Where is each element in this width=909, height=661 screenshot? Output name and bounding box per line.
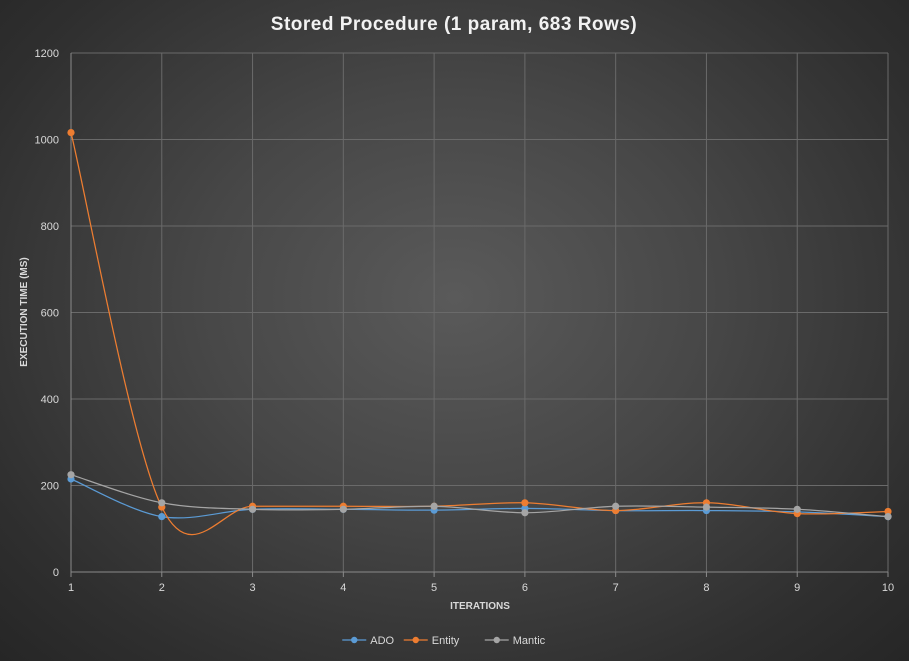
data-point xyxy=(612,502,620,510)
data-point xyxy=(158,513,166,521)
series-line xyxy=(70,478,889,519)
x-tick-label: 8 xyxy=(703,582,709,594)
x-axis-label: ITERATIONS xyxy=(450,601,510,612)
series-line xyxy=(70,132,889,536)
data-point xyxy=(430,502,438,510)
y-axis-ticks: 0 200 400 600 800 1000 1200 xyxy=(35,48,59,579)
legend-swatch-marker xyxy=(351,636,358,644)
x-tick-label: 5 xyxy=(431,582,437,594)
x-tick-label: 4 xyxy=(340,582,346,594)
x-tick-label: 6 xyxy=(522,582,528,594)
data-point xyxy=(793,505,801,513)
y-tick-label: 400 xyxy=(41,394,59,406)
axes xyxy=(70,53,889,577)
x-tick-label: 10 xyxy=(882,582,894,594)
data-point xyxy=(521,509,529,517)
y-tick-label: 600 xyxy=(41,308,59,320)
y-tick-label: 200 xyxy=(41,481,59,493)
legend-item-entity: Entity xyxy=(403,635,460,647)
legend-item-mantic: Mantic xyxy=(484,635,546,647)
legend-label: ADO xyxy=(370,635,394,647)
data-point xyxy=(702,503,711,511)
data-point xyxy=(248,505,257,513)
data-point xyxy=(67,128,75,137)
x-tick-label: 3 xyxy=(249,582,255,594)
legend-item-ado: ADO xyxy=(342,635,395,647)
y-tick-label: 0 xyxy=(53,567,59,579)
x-axis-ticks: 1 2 3 4 5 6 7 8 9 10 xyxy=(68,582,894,594)
data-point xyxy=(67,471,75,479)
data-point xyxy=(884,513,892,521)
series-lines xyxy=(67,128,892,536)
x-tick-label: 1 xyxy=(68,582,74,594)
y-tick-label: 800 xyxy=(41,221,59,233)
x-tick-label: 2 xyxy=(159,582,165,594)
legend-label: Mantic xyxy=(513,635,546,647)
legend-label: Entity xyxy=(432,635,460,647)
series-line xyxy=(70,474,889,518)
data-point xyxy=(884,507,892,516)
y-axis-label: EXECUTION TIME (MS) xyxy=(19,257,30,366)
y-tick-label: 1000 xyxy=(35,135,59,147)
series-ado xyxy=(67,475,892,521)
legend-swatch-marker xyxy=(493,636,500,644)
y-tick-label: 1200 xyxy=(35,48,59,60)
x-tick-label: 9 xyxy=(794,582,800,594)
data-point xyxy=(339,505,347,513)
data-point xyxy=(521,499,529,507)
x-tick-label: 7 xyxy=(613,582,619,594)
legend-swatch-marker xyxy=(412,636,419,644)
legend: ADO Entity Mantic xyxy=(342,635,546,647)
gridlines xyxy=(70,52,889,572)
series-mantic xyxy=(67,471,892,521)
series-entity xyxy=(67,128,892,536)
chart-title: Stored Procedure (1 param, 683 Rows) xyxy=(271,14,637,35)
data-point xyxy=(158,499,166,507)
